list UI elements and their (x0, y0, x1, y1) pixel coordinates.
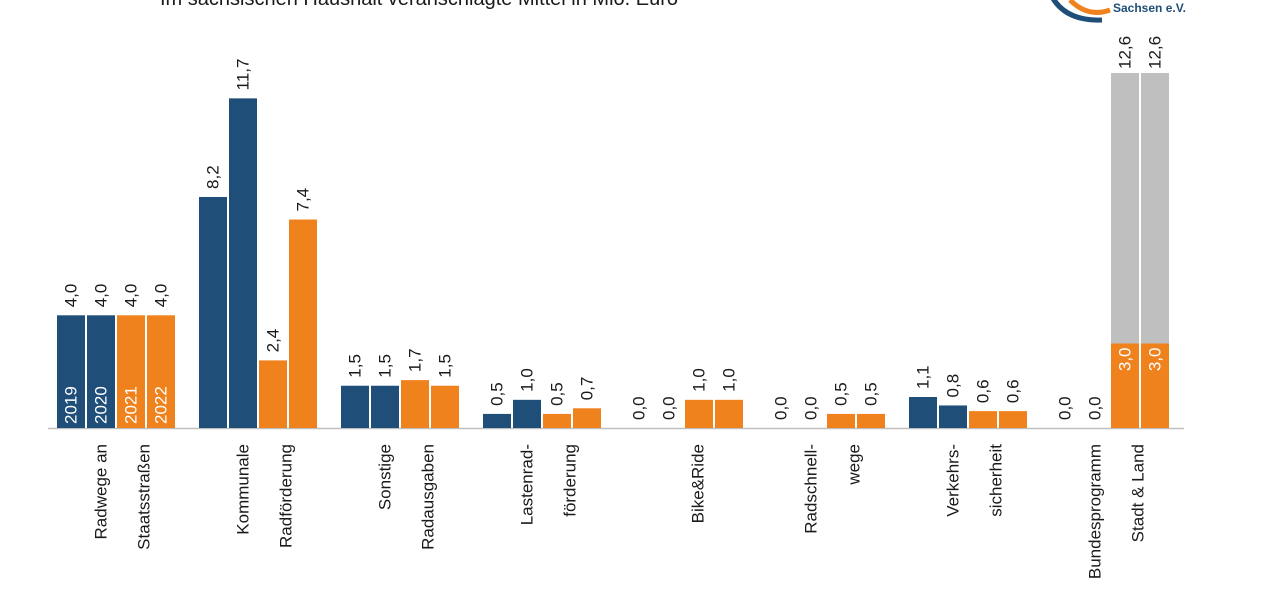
bar (513, 399, 541, 428)
bar (147, 315, 175, 428)
value-label: 3,0 (1146, 347, 1165, 371)
value-label: 1,5 (376, 354, 395, 378)
category-label: Bike&Ride (689, 444, 708, 523)
category-label: Kommunale (234, 444, 253, 535)
bar (999, 411, 1027, 428)
bar (483, 413, 511, 428)
bar (229, 98, 257, 428)
value-label: 0,0 (660, 396, 679, 420)
bar (685, 399, 713, 428)
bar (715, 399, 743, 428)
bar (87, 315, 115, 428)
value-label: 4,0 (62, 284, 81, 308)
value-label: 0,0 (802, 396, 821, 420)
bar-total-segment (1111, 73, 1139, 344)
bar (199, 196, 227, 428)
value-label: 0,7 (578, 377, 597, 401)
category-label: wege (845, 444, 864, 486)
value-label: 1,1 (914, 365, 933, 389)
category-label: Radförderung (277, 444, 296, 548)
category-label: Radwege an (92, 444, 111, 539)
value-label: 0,0 (1086, 396, 1105, 420)
value-label: 4,0 (122, 284, 141, 308)
category-label: Staatsstraßen (135, 444, 154, 550)
bar (939, 405, 967, 428)
total-label: 12,6 (1116, 36, 1135, 69)
value-label: 0,0 (630, 396, 649, 420)
value-label: 1,5 (436, 354, 455, 378)
value-label: 1,5 (346, 354, 365, 378)
logo-arc-icon (1051, 0, 1111, 23)
value-label: 0,6 (974, 379, 993, 403)
value-label: 4,0 (152, 284, 171, 308)
chart-title: Im sächsischen Haushalt veranschlagte Mi… (160, 0, 678, 11)
category-label: sicherheit (987, 444, 1006, 517)
bar (857, 413, 885, 428)
value-label: 11,7 (234, 59, 253, 91)
bar (909, 397, 937, 428)
value-label: 0,0 (1056, 396, 1075, 420)
value-label: 0,5 (548, 382, 567, 406)
value-label: 0,6 (1004, 379, 1023, 403)
logo-text: Sachsen e.V. (1113, 1, 1186, 15)
value-label: 3,0 (1116, 347, 1135, 371)
value-label: 8,2 (204, 165, 223, 189)
bar (969, 411, 997, 428)
category-label: Radausgaben (419, 444, 438, 550)
bar-total-segment (1141, 73, 1169, 344)
category-label: Bundesprogramm (1086, 444, 1105, 579)
bar (117, 315, 145, 428)
year-label: 2020 (92, 386, 111, 424)
bar (1141, 343, 1169, 428)
bar (543, 413, 571, 428)
bar (573, 408, 601, 428)
value-label: 1,0 (720, 368, 739, 392)
value-label: 0,5 (488, 382, 507, 406)
category-label: Sonstige (376, 444, 395, 510)
bar (431, 385, 459, 428)
bar (401, 380, 429, 428)
value-label: 0,5 (832, 382, 851, 406)
value-label: 0,5 (862, 382, 881, 406)
value-label: 4,0 (92, 284, 111, 308)
bars-layer (57, 73, 1169, 428)
value-label: 1,0 (690, 368, 709, 392)
category-label: Verkehrs- (944, 444, 963, 517)
value-label: 7,4 (294, 188, 313, 212)
category-label: Lastenrad- (518, 444, 537, 525)
bar (827, 413, 855, 428)
value-label: 1,0 (518, 368, 537, 392)
bar (259, 360, 287, 428)
category-label: Stadt & Land (1129, 444, 1148, 542)
category-label: förderung (561, 444, 580, 517)
year-label: 2019 (62, 386, 81, 424)
year-label: 2021 (122, 386, 141, 424)
bar (341, 385, 369, 428)
total-label: 12,6 (1146, 36, 1165, 69)
value-label: 0,0 (772, 396, 791, 420)
bar (1111, 343, 1139, 428)
value-label: 1,7 (406, 348, 425, 372)
value-label: 2,4 (264, 329, 283, 353)
category-label: Radschnell- (802, 444, 821, 534)
value-label: 0,8 (944, 374, 963, 398)
bar (57, 315, 85, 428)
bar (289, 219, 317, 428)
labels-layer: 4,0 2019 4,0 2020 4,0 2021 4,0 2022 Radwege an St… (62, 36, 1165, 579)
year-label: 2022 (152, 386, 171, 424)
bar (371, 385, 399, 428)
